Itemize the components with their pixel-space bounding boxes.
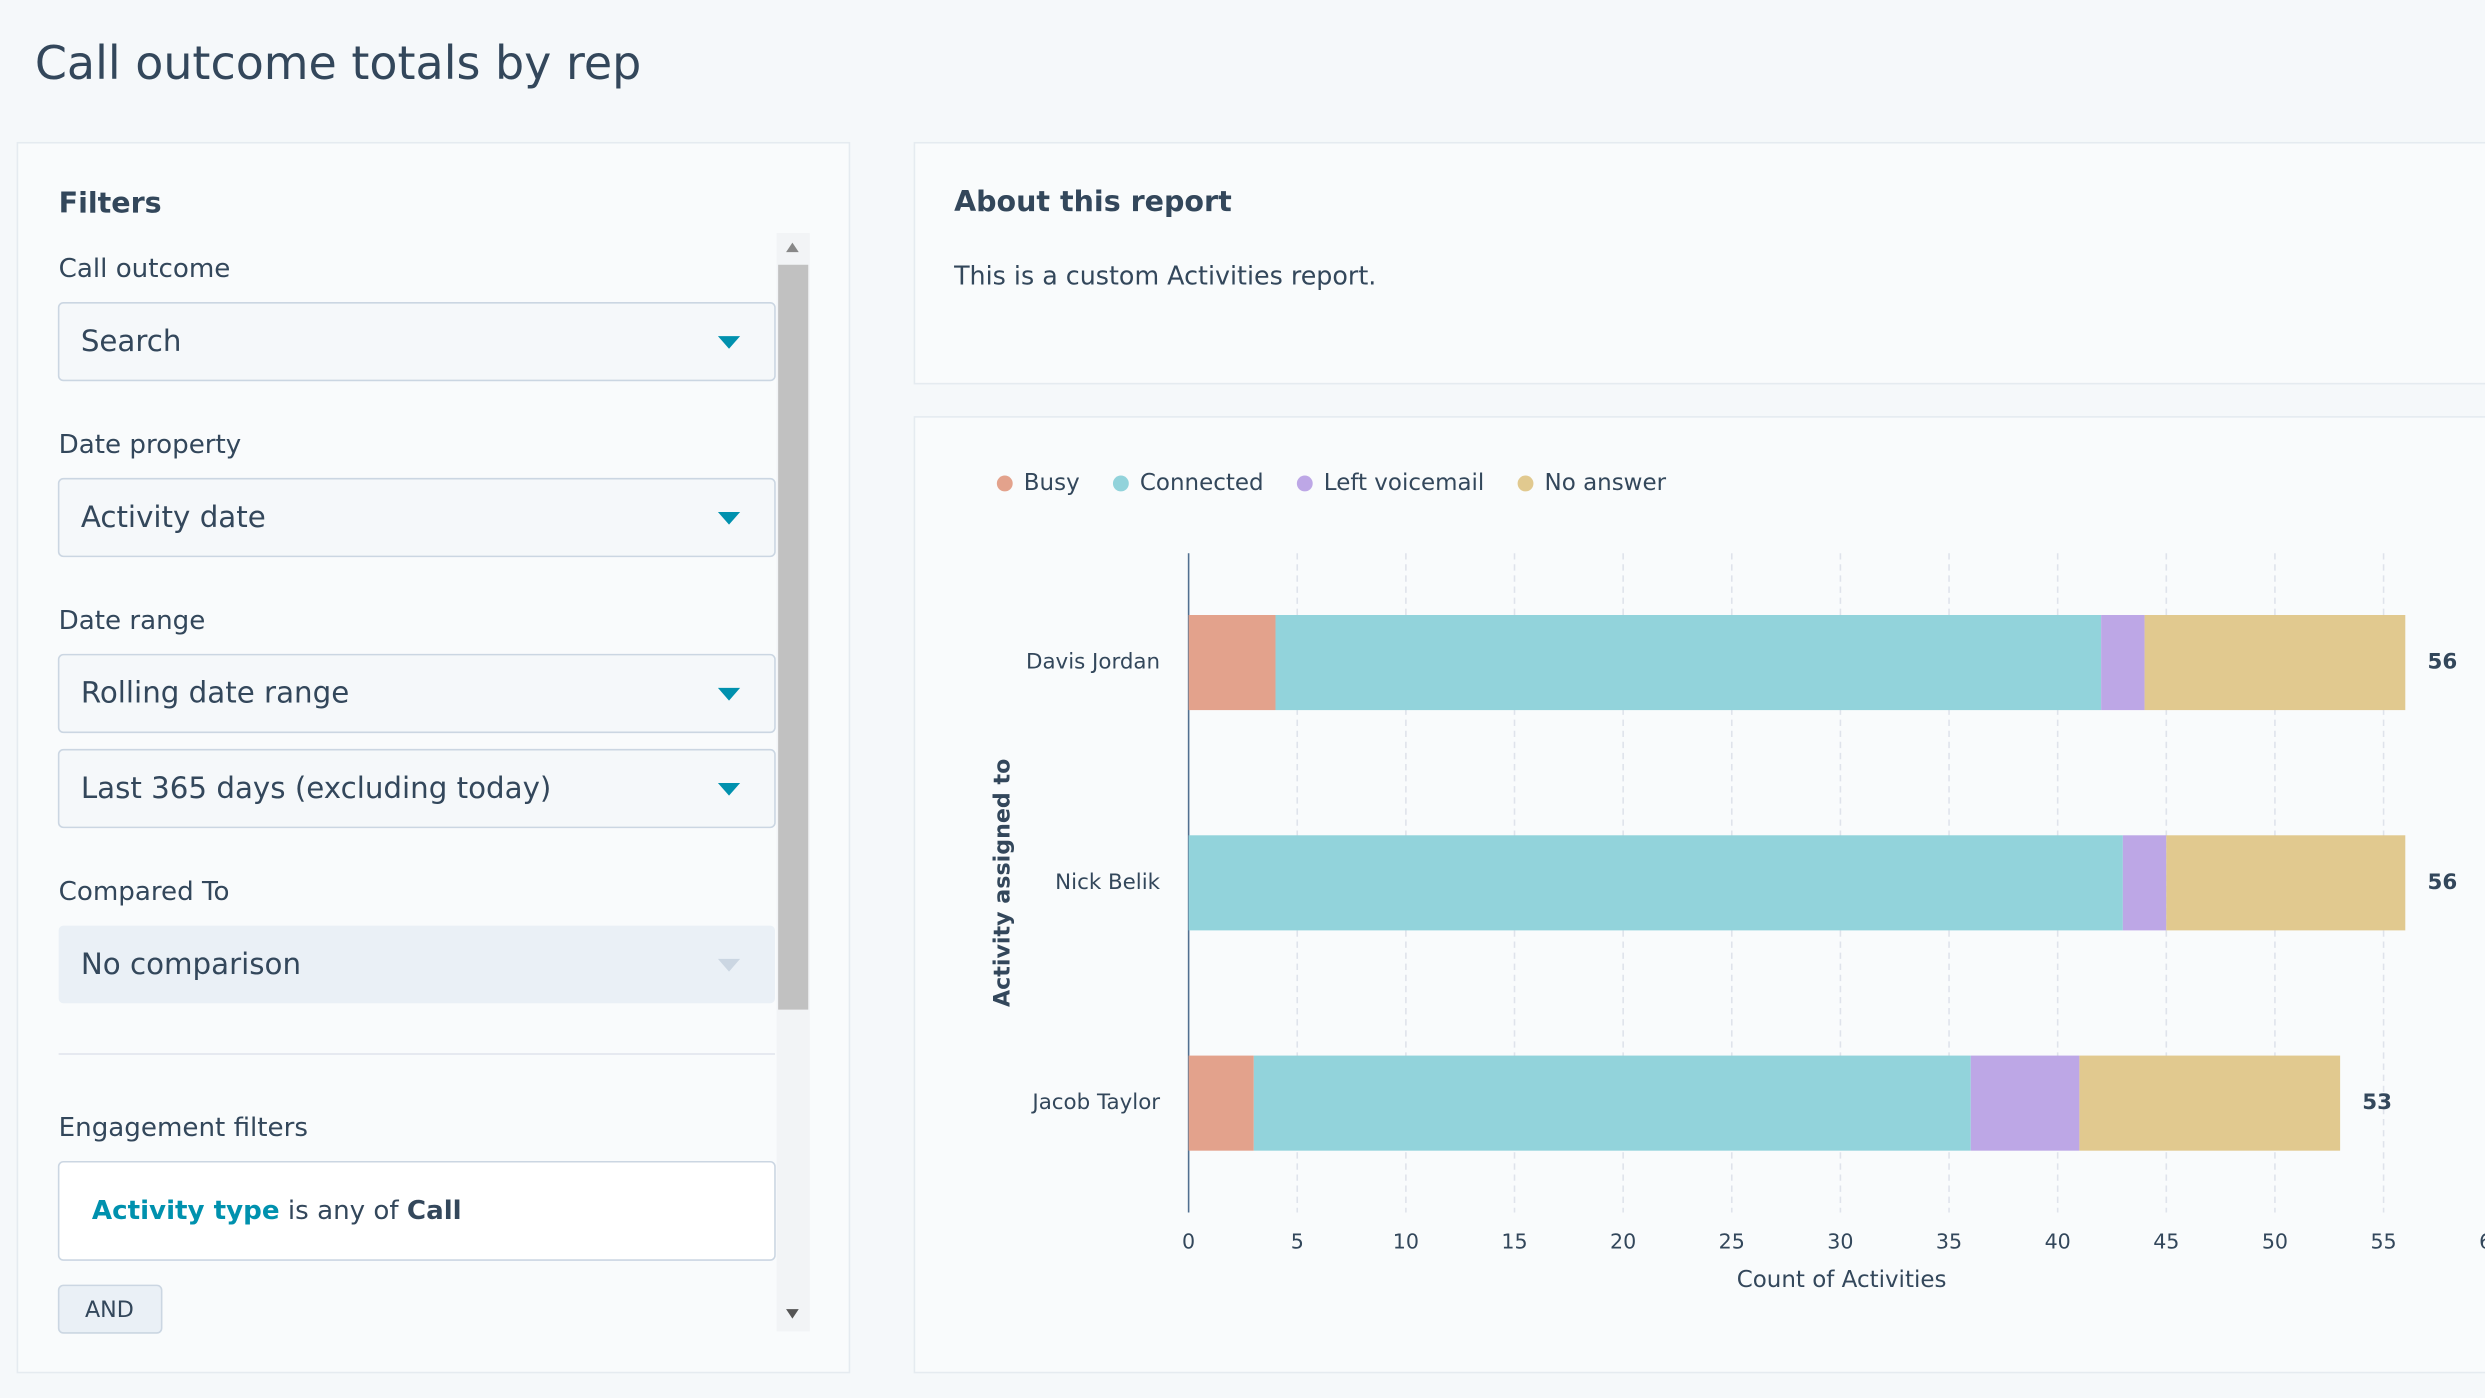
page-title: Call outcome totals by rep [35,36,641,90]
bar-segment[interactable] [2079,1056,2340,1151]
bar-segment[interactable] [1254,1056,1971,1151]
bar-segment[interactable] [1189,835,2123,930]
engagement-label: Engagement filters [59,1113,308,1143]
x-tick-label: 15 [1501,1230,1527,1254]
legend-swatch[interactable] [1113,476,1129,492]
dropdown-value: Last 365 days (excluding today) [81,771,552,805]
about-title: About this report [954,185,1232,218]
x-tick-label: 35 [1936,1230,1962,1254]
total-label: 53 [2362,1090,2392,1115]
y-tick-label: Nick Belik [1055,870,1161,895]
filter-operator: is any of [288,1195,399,1225]
bar-segment[interactable] [2166,835,2405,930]
legend-swatch[interactable] [1518,476,1534,492]
x-tick-label: 55 [2370,1230,2396,1254]
bar-segment[interactable] [1971,1056,2080,1151]
legend-label[interactable]: Connected [1140,470,1264,496]
legend-swatch[interactable] [1297,476,1313,492]
x-tick-label: 5 [1291,1230,1304,1254]
x-tick-label: 25 [1719,1230,1745,1254]
x-tick-label: 30 [1827,1230,1853,1254]
y-tick-label: Jacob Taylor [1030,1090,1160,1115]
scrollbar-thumb[interactable] [778,265,808,1010]
bar-segment[interactable] [2123,835,2166,930]
x-tick-label: 50 [2262,1230,2288,1254]
bar-segment[interactable] [1276,615,2102,710]
total-label: 56 [2427,650,2457,675]
dropdown-value: No comparison [81,947,301,981]
filter-operand: Call [407,1195,462,1225]
field-label: Compared To [59,877,230,907]
legend-label[interactable]: Busy [1024,470,1080,496]
bar-segment[interactable] [2101,615,2144,710]
x-tick-label: 60 [2479,1230,2485,1254]
dropdown-value: Rolling date range [81,676,349,710]
y-axis-label: Activity assigned to [990,759,1016,1007]
x-tick-label: 45 [2153,1230,2179,1254]
about-text: This is a custom Activities report. [953,260,1376,290]
x-tick-label: 10 [1393,1230,1419,1254]
field-label: Date range [59,606,206,636]
x-axis-label: Count of Activities [1737,1267,1947,1293]
legend-label[interactable]: No answer [1545,470,1667,496]
bar-segment[interactable] [1189,615,1276,710]
filter-property[interactable]: Activity type [92,1195,280,1225]
x-tick-label: 0 [1182,1230,1195,1254]
engagement-text: Activity type is any of Call [92,1195,462,1225]
field-label: Date property [59,430,242,460]
dropdown-value: Search [81,324,182,358]
filters-title: Filters [59,187,162,220]
legend-swatch[interactable] [997,476,1013,492]
total-label: 56 [2427,870,2457,895]
bar-segment[interactable] [1189,1056,1254,1151]
legend-label[interactable]: Left voicemail [1324,470,1485,496]
bar-segment[interactable] [2145,615,2406,710]
y-tick-label: Davis Jordan [1026,650,1160,675]
x-tick-label: 40 [2045,1230,2071,1254]
field-label: Call outcome [59,254,231,284]
x-tick-label: 20 [1610,1230,1636,1254]
dropdown-value: Activity date [81,500,266,534]
and-button-label: AND [85,1297,134,1323]
